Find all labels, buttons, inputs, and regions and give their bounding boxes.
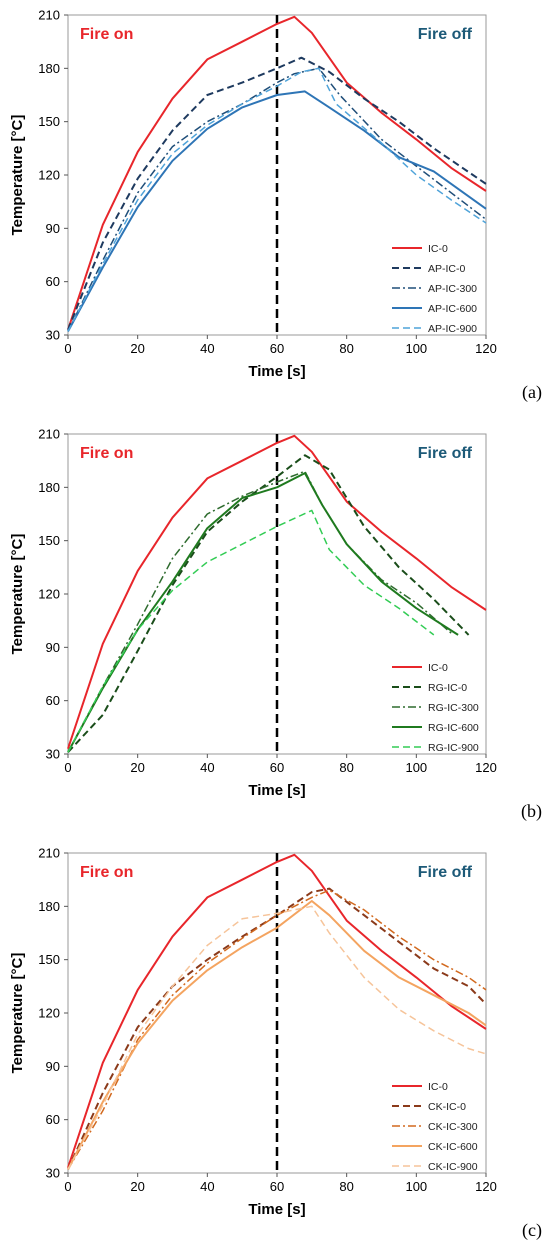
series-line-RG-IC-300	[67, 470, 452, 753]
chart-svg: 30 60 90 120 150 180 210 0 20 40 60 80 100 120 Time [s…	[9, 427, 542, 823]
y-tick-label: 120	[38, 1006, 60, 1021]
x-tick-label: 60	[270, 760, 284, 775]
y-tick-label: 150	[38, 114, 60, 129]
legend-label: AP-IC-300	[428, 283, 477, 295]
fire-off-label: Fire off	[418, 864, 473, 881]
legend: IC-0 CK-IC-0 CK-IC-300 CK-IC-600 CK-IC-900	[392, 1081, 478, 1173]
legend-label: IC-0	[428, 243, 448, 255]
chart-panel: 30 60 90 120 150 180 210 0 20 40 60 80 100 120 Time [s…	[0, 419, 550, 838]
y-tick-label: 90	[46, 640, 60, 655]
chart-svg: 30 60 90 120 150 180 210 0 20 40 60 80 100 120 Time [s…	[9, 8, 542, 404]
y-tick-label: 60	[46, 693, 60, 708]
y-tick-label: 210	[38, 846, 60, 861]
x-tick-label: 20	[130, 760, 144, 775]
chart-svg: 30 60 90 120 150 180 210 0 20 40 60 80 100 120 Time [s…	[9, 846, 542, 1242]
y-tick-label: 120	[38, 587, 60, 602]
series-line-IC-0	[67, 15, 487, 331]
series-line-AP-IC-300	[67, 67, 487, 332]
x-tick-label: 60	[270, 1179, 284, 1194]
y-tick-label: 180	[38, 61, 60, 76]
fire-on-label: Fire on	[80, 445, 133, 462]
legend: IC-0 AP-IC-0 AP-IC-300 AP-IC-600 AP-IC-900	[392, 243, 477, 335]
legend-label: RG-IC-600	[428, 722, 479, 734]
y-tick-label: 90	[46, 1059, 60, 1074]
x-tick-label: 40	[200, 760, 214, 775]
y-tick-label: 120	[38, 168, 60, 183]
legend-label: IC-0	[428, 662, 448, 674]
series-line-IC-0	[67, 434, 487, 750]
y-tick-label: 180	[38, 899, 60, 914]
x-tick-label: 80	[339, 760, 353, 775]
x-tick-label: 0	[64, 1179, 71, 1194]
legend-label: RG-IC-0	[428, 682, 467, 694]
legend-label: CK-IC-0	[428, 1101, 466, 1113]
legend-label: AP-IC-600	[428, 303, 477, 315]
x-tick-label: 0	[64, 760, 71, 775]
x-tick-label: 20	[130, 341, 144, 356]
series-line-AP-IC-600	[67, 90, 487, 332]
y-tick-label: 60	[46, 1112, 60, 1127]
x-tick-label: 20	[130, 1179, 144, 1194]
series-line-RG-IC-600	[67, 472, 459, 753]
x-axis-label: Time [s]	[248, 1201, 305, 1218]
legend-label: RG-IC-300	[428, 702, 479, 714]
y-axis-label: Temperature [°C]	[9, 953, 26, 1074]
x-tick-label: 80	[339, 1179, 353, 1194]
fire-on-label: Fire on	[80, 864, 133, 881]
legend: IC-0 RG-IC-0 RG-IC-300 RG-IC-600 RG-IC-900	[392, 662, 479, 754]
y-tick-label: 30	[46, 328, 60, 343]
y-tick-label: 60	[46, 274, 60, 289]
y-tick-label: 210	[38, 427, 60, 442]
series-line-RG-IC-0	[67, 454, 470, 753]
x-tick-label: 40	[200, 1179, 214, 1194]
fire-off-label: Fire off	[418, 445, 473, 462]
legend-label: AP-IC-0	[428, 263, 466, 275]
x-tick-label: 40	[200, 341, 214, 356]
panel-letter: (a)	[522, 382, 542, 403]
chart-panel: 30 60 90 120 150 180 210 0 20 40 60 80 100 120 Time [s…	[0, 0, 550, 419]
series-line-CK-IC-0	[67, 887, 487, 1170]
legend-label: CK-IC-900	[428, 1161, 478, 1173]
y-tick-label: 150	[38, 952, 60, 967]
x-tick-label: 100	[405, 760, 427, 775]
series-line-AP-IC-0	[67, 56, 487, 331]
y-axis-label: Temperature [°C]	[9, 115, 26, 236]
y-axis-label: Temperature [°C]	[9, 534, 26, 655]
x-tick-label: 100	[405, 1179, 427, 1194]
x-axis-label: Time [s]	[248, 782, 305, 799]
series-line-RG-IC-900	[67, 509, 435, 753]
chart-panel: 30 60 90 120 150 180 210 0 20 40 60 80 100 120 Time [s…	[0, 838, 550, 1257]
fire-off-label: Fire off	[418, 26, 473, 43]
x-tick-label: 120	[475, 760, 497, 775]
y-tick-label: 180	[38, 480, 60, 495]
x-tick-label: 120	[475, 341, 497, 356]
x-tick-label: 120	[475, 1179, 497, 1194]
fire-on-label: Fire on	[80, 26, 133, 43]
legend-label: IC-0	[428, 1081, 448, 1093]
legend-label: AP-IC-900	[428, 323, 477, 335]
x-tick-label: 80	[339, 341, 353, 356]
legend-label: CK-IC-600	[428, 1141, 478, 1153]
panel-letter: (c)	[522, 1220, 542, 1241]
legend-label: RG-IC-900	[428, 742, 479, 754]
x-tick-label: 0	[64, 341, 71, 356]
series-line-IC-0	[67, 853, 487, 1169]
series-line-CK-IC-300	[67, 889, 487, 1170]
y-tick-label: 210	[38, 8, 60, 23]
y-tick-label: 30	[46, 747, 60, 762]
y-tick-label: 30	[46, 1166, 60, 1181]
series-line-AP-IC-900	[67, 67, 487, 332]
x-tick-label: 100	[405, 341, 427, 356]
legend-label: CK-IC-300	[428, 1121, 478, 1133]
y-tick-label: 150	[38, 533, 60, 548]
x-tick-label: 60	[270, 341, 284, 356]
x-axis-label: Time [s]	[248, 363, 305, 380]
series-line-CK-IC-600	[67, 900, 487, 1170]
y-tick-label: 90	[46, 221, 60, 236]
panel-letter: (b)	[521, 801, 542, 822]
